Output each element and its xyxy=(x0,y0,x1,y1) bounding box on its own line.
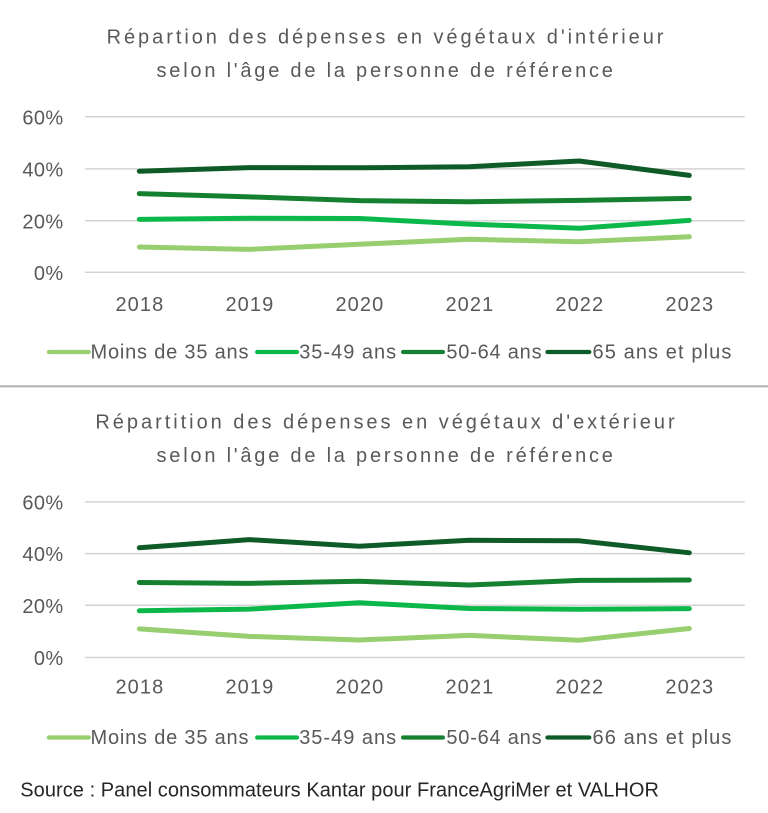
svg-text:65 ans et plus: 65 ans et plus xyxy=(593,342,733,364)
svg-text:2020: 2020 xyxy=(335,676,384,698)
svg-text:2022: 2022 xyxy=(555,676,604,698)
svg-text:60%: 60% xyxy=(22,493,63,515)
svg-text:40%: 40% xyxy=(22,160,63,182)
svg-text:Moins de 35 ans: Moins de 35 ans xyxy=(91,727,250,749)
svg-text:2018: 2018 xyxy=(115,294,164,316)
svg-text:50-64 ans: 50-64 ans xyxy=(446,727,542,749)
svg-text:20%: 20% xyxy=(22,596,63,618)
svg-text:Source : Panel consommateurs K: Source : Panel consommateurs Kantar pour… xyxy=(20,780,659,802)
svg-text:Moins de 35 ans: Moins de 35 ans xyxy=(91,342,250,364)
svg-text:2023: 2023 xyxy=(665,676,714,698)
svg-text:35-49 ans: 35-49 ans xyxy=(299,342,397,364)
svg-text:0%: 0% xyxy=(34,648,64,670)
svg-text:2021: 2021 xyxy=(445,676,494,698)
svg-text:2022: 2022 xyxy=(555,294,604,316)
svg-text:2019: 2019 xyxy=(225,294,274,316)
svg-text:0%: 0% xyxy=(34,263,64,285)
svg-text:60%: 60% xyxy=(22,107,63,129)
svg-text:2018: 2018 xyxy=(115,676,164,698)
svg-text:2020: 2020 xyxy=(335,294,384,316)
svg-text:Répartition des dépenses en vé: Répartition des dépenses en végétaux d'e… xyxy=(95,412,677,434)
svg-text:50-64 ans: 50-64 ans xyxy=(446,342,542,364)
svg-text:2019: 2019 xyxy=(225,676,274,698)
svg-text:selon l'âge de la personne de: selon l'âge de la personne de référence xyxy=(157,60,616,82)
svg-text:66 ans et plus: 66 ans et plus xyxy=(593,727,733,749)
svg-text:selon l'âge de la personne de: selon l'âge de la personne de référence xyxy=(157,445,616,467)
svg-text:35-49 ans: 35-49 ans xyxy=(299,727,397,749)
svg-text:2023: 2023 xyxy=(665,294,714,316)
svg-text:40%: 40% xyxy=(22,544,63,566)
svg-text:20%: 20% xyxy=(22,211,63,233)
svg-text:2021: 2021 xyxy=(445,294,494,316)
svg-text:Répartion des dépenses en végé: Répartion des dépenses en végétaux d'int… xyxy=(107,27,667,49)
